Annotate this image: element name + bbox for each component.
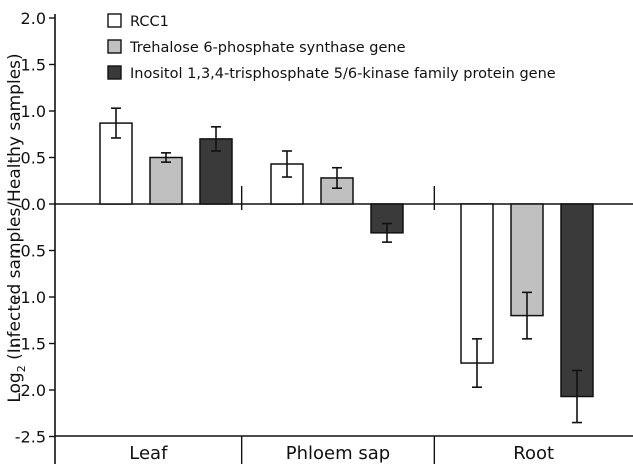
y-tick-label: -2.5 — [15, 428, 46, 447]
x-category-label: Root — [513, 443, 554, 464]
legend-label: Trehalose 6-phosphate synthase gene — [129, 40, 406, 56]
legend-label: RCC1 — [130, 14, 169, 30]
y-tick-label: -0.5 — [15, 242, 46, 261]
legend-swatch — [107, 39, 122, 54]
y-tick-label: 1.0 — [21, 102, 46, 121]
legend-label: Inositol 1,3,4-trisphosphate 5/6-kinase … — [130, 66, 556, 82]
x-category-label: Leaf — [129, 443, 168, 464]
y-tick-label: 1.5 — [21, 56, 46, 75]
y-tick-label: 0.0 — [21, 195, 46, 214]
y-tick-label: 0.5 — [21, 149, 46, 168]
legend-swatch — [107, 65, 122, 80]
legend-swatch — [107, 13, 122, 28]
y-axis-label: Log2 (Infected samples/Healthy samples) — [5, 53, 28, 402]
y-axis: 2.0 1.5 1.0 0.5 0.0 -0.5 -1.0 -1.5 -2.0 -2.5 — [15, 9, 56, 464]
y-tick-label: -1.0 — [15, 288, 46, 307]
bar — [149, 156, 183, 205]
bars-layer — [99, 122, 594, 398]
y-tick-label: -2.0 — [15, 381, 46, 400]
x-axis: Leaf Phloem sap Root — [55, 186, 633, 464]
legend: RCC1 Trehalose 6-phosphate synthase gene I… — [107, 13, 556, 82]
bar — [560, 203, 594, 398]
y-tick-label: -1.5 — [15, 335, 46, 354]
x-category-label: Phloem sap — [286, 443, 390, 464]
error-bars-layer — [111, 107, 582, 424]
y-tick-label: 2.0 — [21, 9, 46, 28]
